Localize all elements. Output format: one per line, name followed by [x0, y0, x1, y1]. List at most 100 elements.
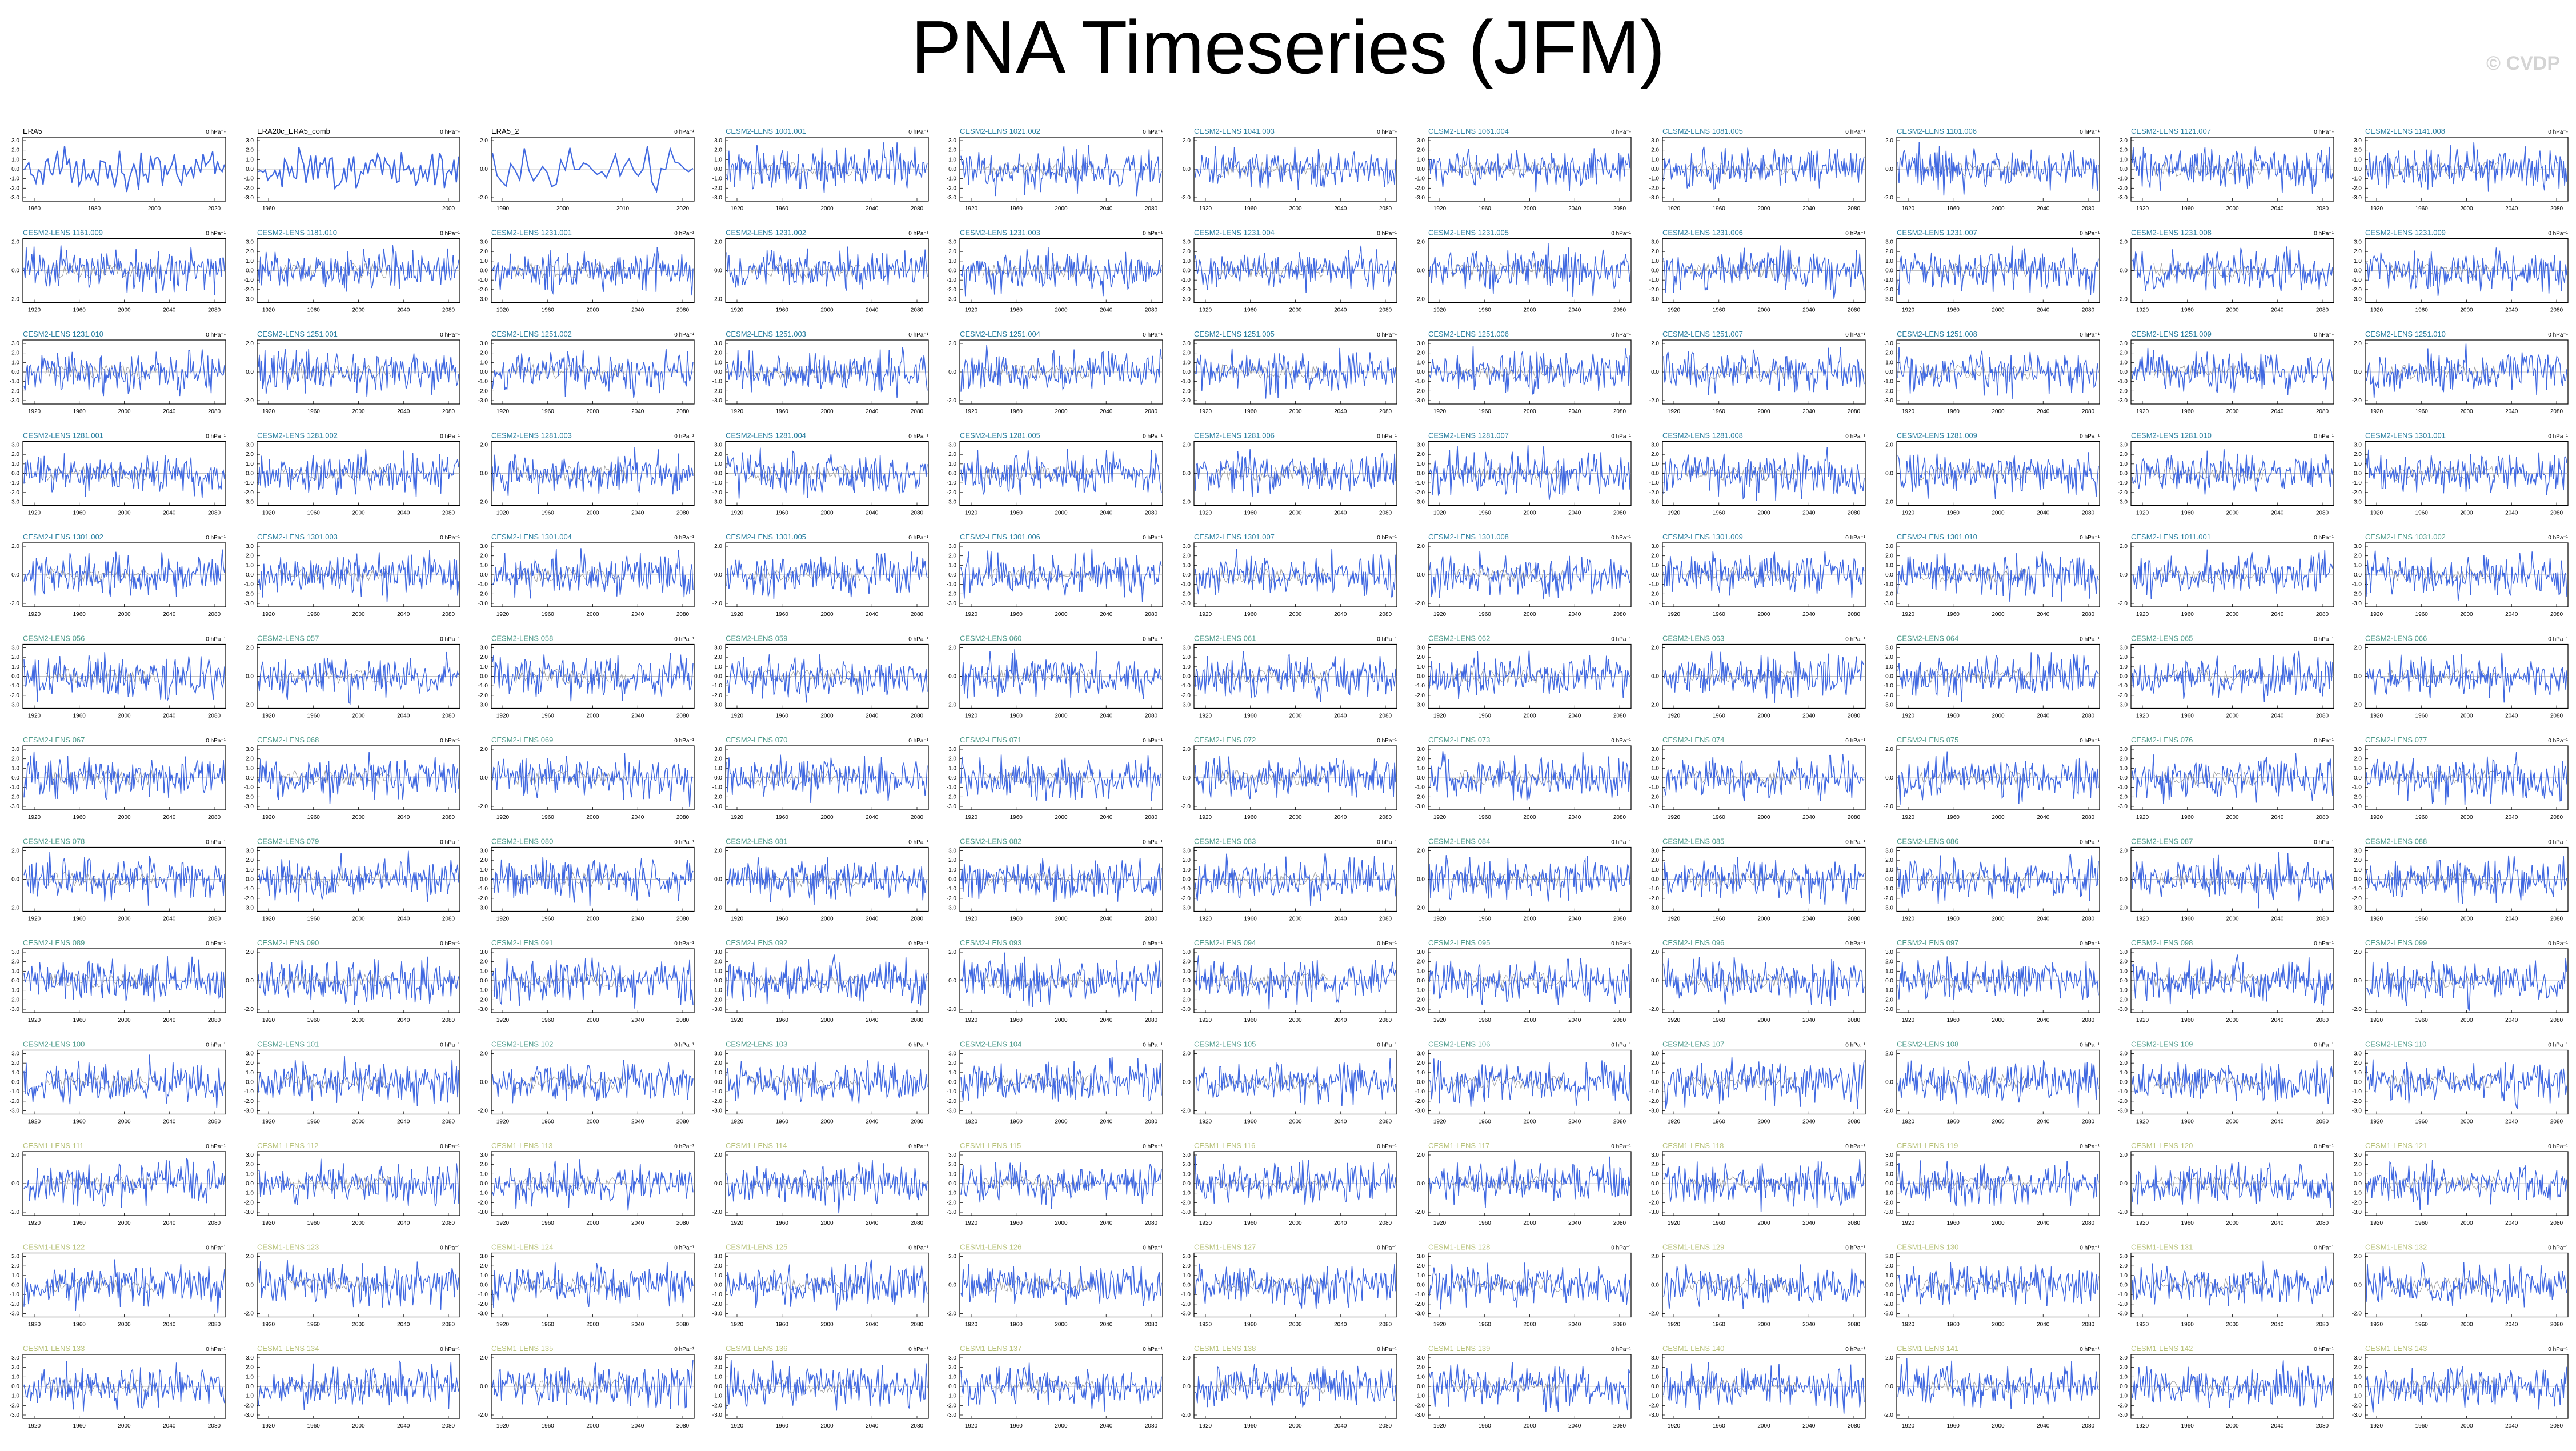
y-tick-label: 2.0 — [1417, 654, 1425, 661]
x-tick-label: 2040 — [1568, 916, 1581, 922]
y-tick-label: -2.0 — [947, 896, 957, 902]
y-tick-label: -1.0 — [2118, 480, 2128, 486]
y-tick-label: -2.0 — [2352, 591, 2362, 597]
y-tick-label: 1.0 — [2354, 258, 2362, 265]
y-tick-label: 3.0 — [1183, 543, 1191, 550]
x-tick-label: 1960 — [73, 713, 86, 719]
y-tick-label: 2.0 — [1183, 1162, 1191, 1168]
x-tick-label: 1960 — [776, 510, 789, 517]
x-tick-label: 2080 — [911, 713, 924, 719]
panel-title: CESM2-LENS 066 — [2365, 634, 2427, 643]
pna-series-line — [1663, 551, 1865, 598]
y-tick-label: 0.0 — [1885, 674, 1893, 680]
pna-series-line — [960, 858, 1162, 902]
panel-140: CESM1-LENS 140 0 hPa⁻¹3.02.01.00.0-1.0-2.… — [1649, 1344, 1866, 1429]
x-tick-label: 2040 — [1100, 409, 1113, 415]
pna-series-line — [960, 449, 1162, 495]
y-tick-label: 0.0 — [11, 877, 19, 883]
y-tick-label: -1.0 — [947, 1190, 957, 1197]
y-tick-label: 3.0 — [2354, 746, 2362, 753]
y-tick-label: -2.0 — [10, 1209, 20, 1216]
y-tick-label: 0.0 — [480, 775, 488, 781]
y-tick-label: 2.0 — [2354, 451, 2362, 458]
y-tick-label: -2.0 — [1649, 702, 1660, 709]
y-tick-label: -3.0 — [1649, 1412, 1660, 1418]
panel-units: 0 hPa⁻¹ — [1143, 231, 1163, 237]
x-tick-label: 1920 — [1668, 510, 1681, 517]
y-tick-label: 3.0 — [2354, 138, 2362, 144]
x-tick-label: 1960 — [776, 916, 789, 922]
x-tick-label: 2000 — [1289, 206, 1302, 212]
y-tick-label: 0.0 — [1885, 369, 1893, 375]
x-tick-label: 2040 — [2505, 307, 2518, 314]
y-tick-label: 2.0 — [246, 645, 254, 651]
y-tick-label: 1.0 — [714, 461, 722, 467]
panel-title: CESM2-LENS 068 — [257, 736, 319, 744]
x-tick-label: 2000 — [1289, 611, 1302, 618]
x-tick-label: 2000 — [2460, 307, 2473, 314]
y-tick-label: 0.0 — [2120, 572, 2128, 578]
y-tick-label: -2.0 — [947, 1006, 957, 1013]
y-tick-label: 1.0 — [1417, 1070, 1425, 1076]
pna-series-line — [1663, 1362, 1865, 1414]
panel-82: CESM2-LENS 082 0 hPa⁻¹3.02.01.00.0-1.0-2.… — [947, 837, 1163, 922]
x-tick-label: 2080 — [1613, 307, 1626, 314]
x-tick-label: 2040 — [631, 307, 644, 314]
x-tick-label: 1960 — [2181, 1322, 2194, 1328]
x-tick-label: 1920 — [262, 1119, 275, 1125]
y-tick-label: -1.0 — [2118, 988, 2128, 994]
y-tick-label: 3.0 — [246, 1152, 254, 1158]
x-tick-label: 1920 — [262, 1017, 275, 1024]
y-tick-label: 2.0 — [1417, 1152, 1425, 1158]
y-tick-label: 3.0 — [246, 239, 254, 246]
y-tick-label: -1.0 — [1415, 176, 1425, 182]
x-tick-label: 2080 — [1145, 1220, 1158, 1226]
pna-series-line — [1897, 347, 2099, 399]
x-tick-label: 1960 — [1479, 1017, 1492, 1024]
x-tick-label: 2000 — [1757, 1017, 1770, 1024]
x-tick-label: 2000 — [820, 1322, 834, 1328]
panel-title: CESM1-LENS 130 — [1897, 1243, 1958, 1252]
y-tick-label: 0.0 — [1417, 1080, 1425, 1086]
pna-series-line — [1195, 245, 1396, 293]
y-tick-label: -2.0 — [2352, 185, 2362, 191]
ensemble-line — [1451, 1176, 1563, 1192]
x-tick-label: 1960 — [1010, 409, 1023, 415]
y-tick-label: 2.0 — [11, 451, 19, 458]
x-tick-label: 1960 — [776, 1220, 789, 1226]
y-tick-label: 3.0 — [714, 138, 722, 144]
x-tick-label: 2040 — [866, 916, 879, 922]
y-tick-label: -1.0 — [2118, 1292, 2128, 1298]
panel-title: CESM2-LENS 1281.005 — [960, 431, 1040, 440]
x-tick-label: 2040 — [1334, 409, 1347, 415]
x-tick-label: 2040 — [631, 1423, 644, 1429]
y-tick-label: 3.0 — [2354, 543, 2362, 550]
y-tick-label: 0.0 — [1885, 978, 1893, 984]
pna-series-line — [1429, 958, 1630, 1005]
pna-series-line — [1663, 1159, 1865, 1213]
y-tick-label: 3.0 — [1417, 341, 1425, 347]
x-tick-label: 2080 — [911, 1220, 924, 1226]
y-tick-label: 0.0 — [1885, 1080, 1893, 1086]
y-tick-label: 3.0 — [1651, 138, 1659, 144]
x-tick-label: 2000 — [1523, 1322, 1536, 1328]
panel-title: CESM2-LENS 1061.004 — [1428, 127, 1509, 135]
x-tick-label: 2000 — [1992, 1423, 2005, 1429]
panel-134: CESM1-LENS 134 0 hPa⁻¹3.02.01.00.0-1.0-2.… — [244, 1344, 460, 1429]
x-tick-label: 1920 — [2370, 713, 2383, 719]
y-tick-label: 0.0 — [2120, 978, 2128, 984]
x-tick-label: 2000 — [586, 814, 599, 821]
y-tick-label: -2.0 — [947, 794, 957, 800]
panel-title: CESM2-LENS 1301.003 — [257, 533, 338, 541]
x-tick-label: 2080 — [911, 1119, 924, 1125]
y-tick-label: 0.0 — [2120, 268, 2128, 274]
x-tick-label: 2080 — [2316, 510, 2329, 517]
x-tick-label: 2040 — [1334, 1322, 1347, 1328]
y-tick-label: -3.0 — [1415, 1311, 1425, 1317]
y-tick-label: -2.0 — [1181, 1200, 1191, 1206]
x-tick-label: 2080 — [2316, 1220, 2329, 1226]
y-tick-label: 0.0 — [480, 471, 488, 477]
y-tick-label: 1.0 — [714, 1374, 722, 1380]
